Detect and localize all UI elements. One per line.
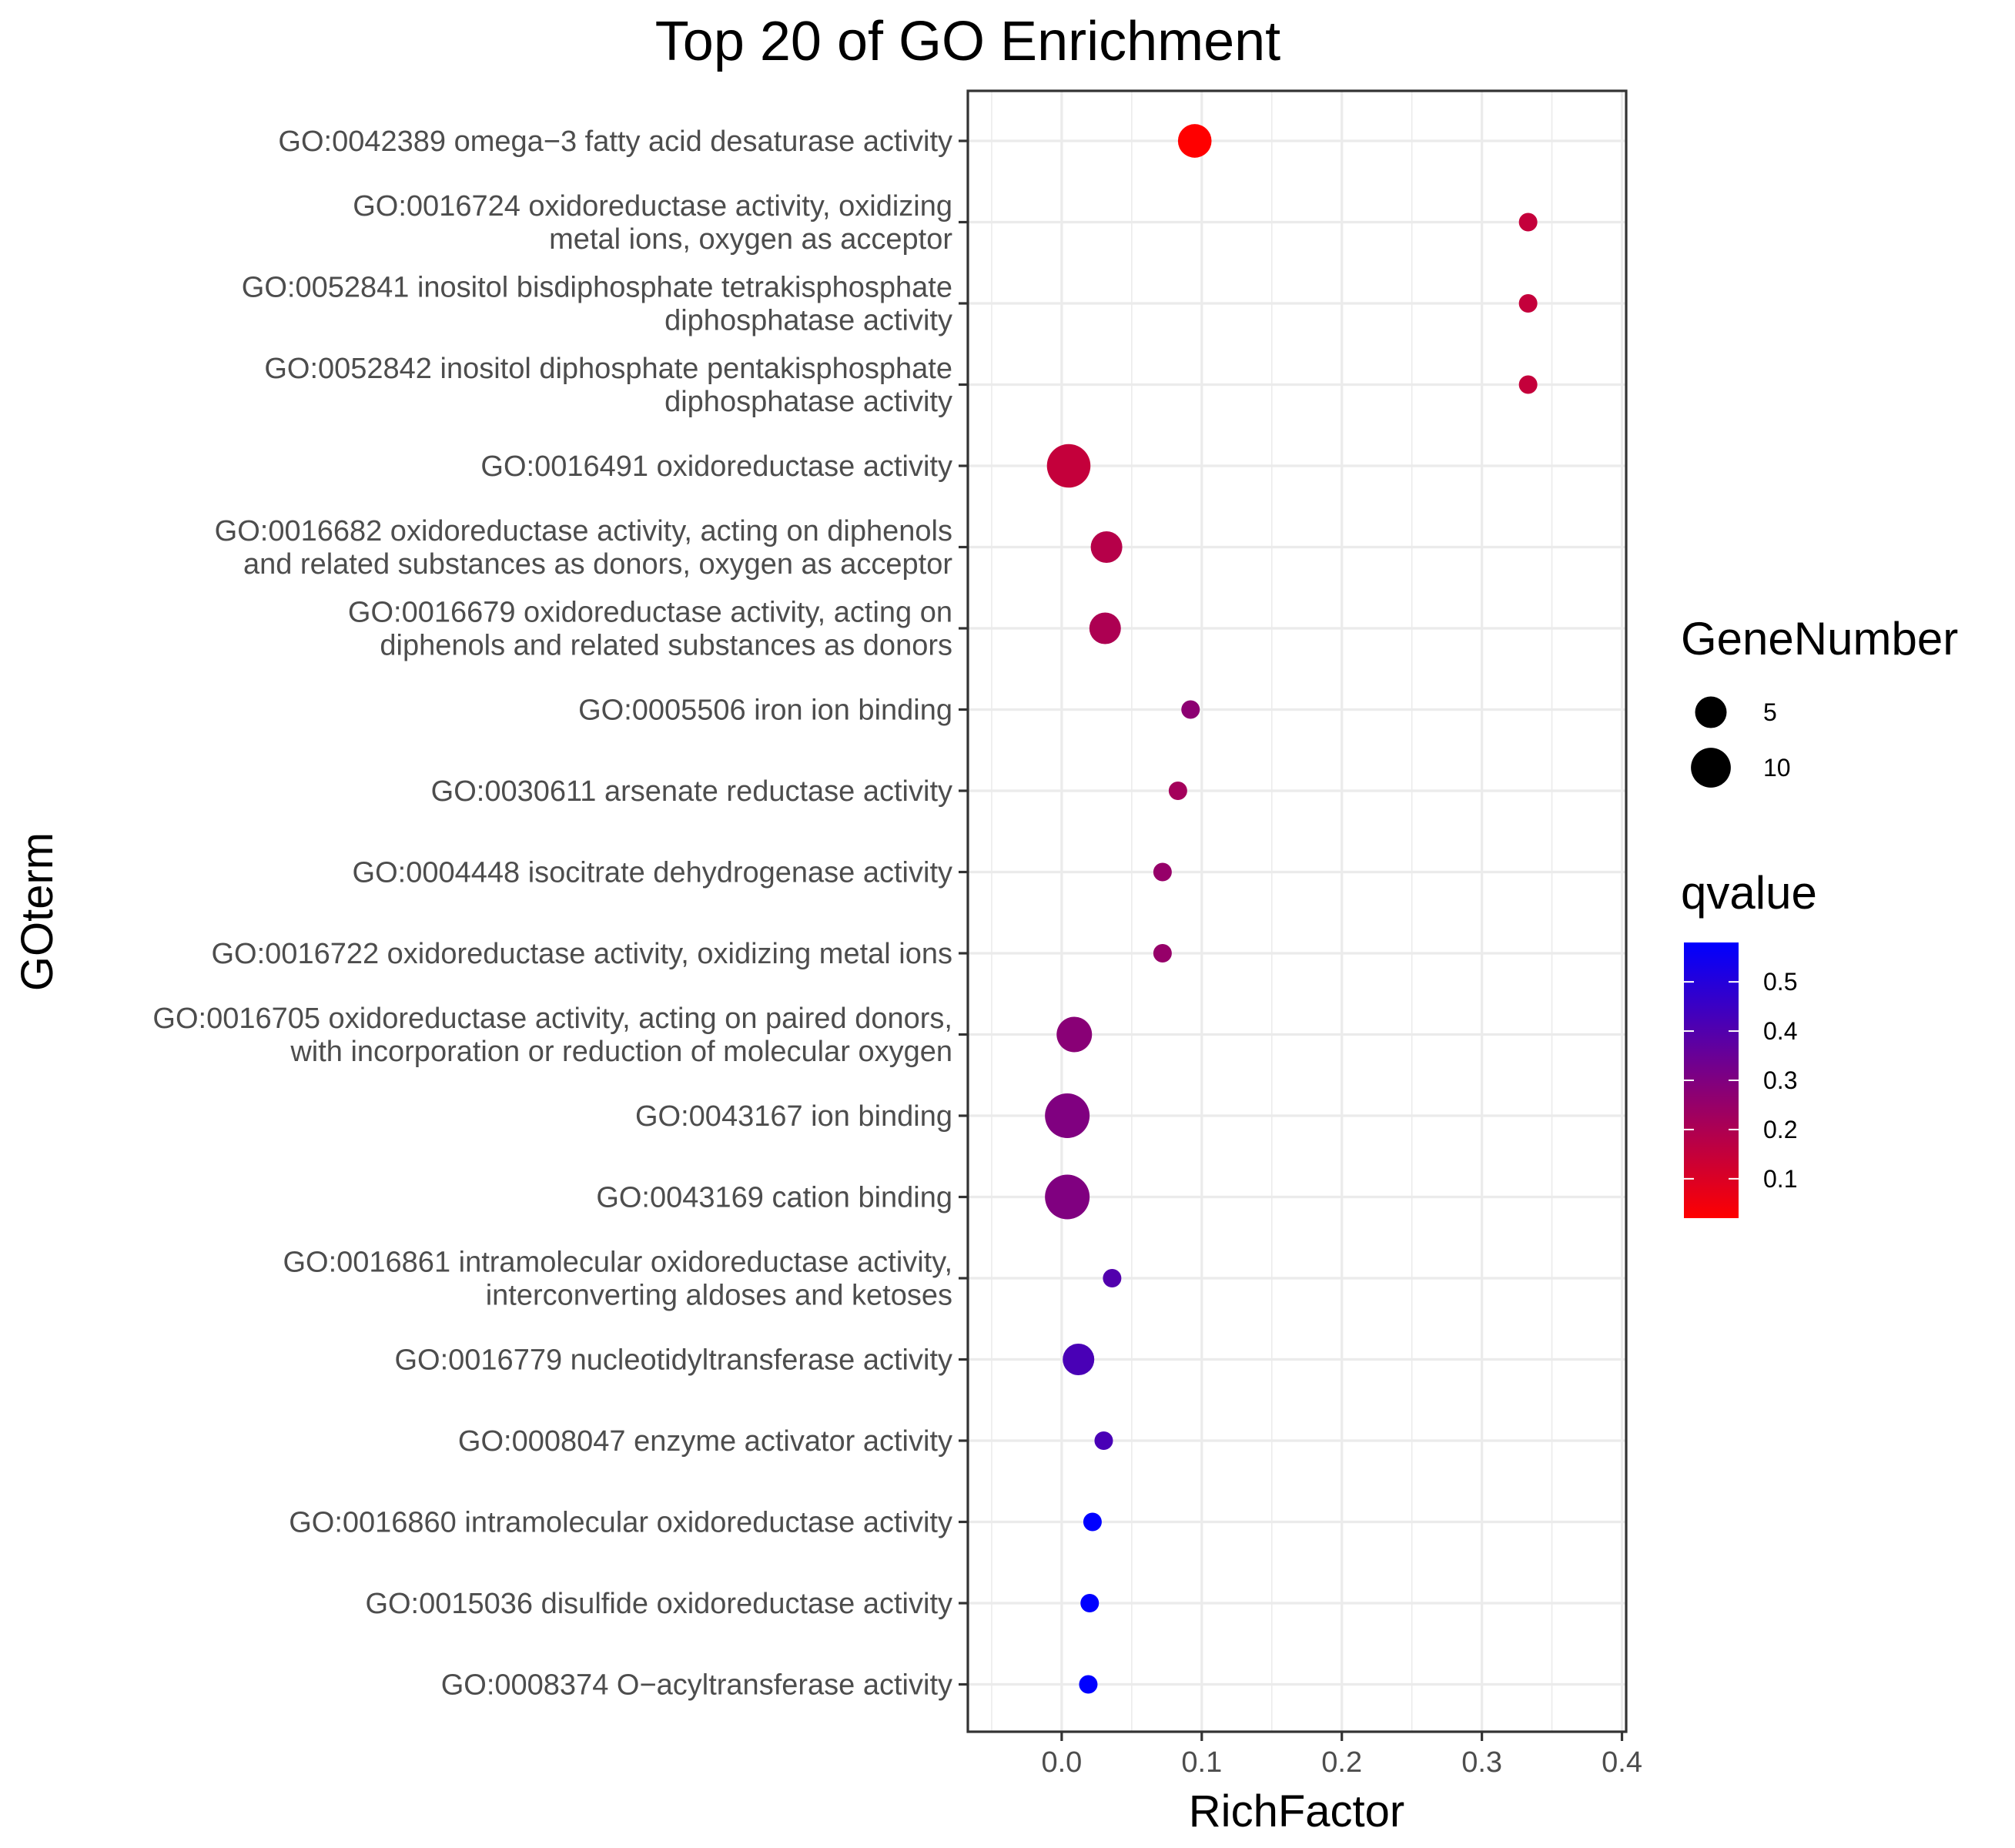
x-axis-tick-labels: 0.0 0.1 0.2 0.3 0.4 <box>1041 1732 1642 1779</box>
x-tick-label: 0.4 <box>1602 1746 1642 1779</box>
y-tick-label: GO:0004448 isocitrate dehydrogenase acti… <box>353 857 952 889</box>
size-legend-key <box>1691 748 1731 788</box>
x-tick-label: 0.3 <box>1461 1746 1502 1779</box>
data-point <box>1168 782 1187 800</box>
data-point <box>1153 944 1172 962</box>
y-tick-label: GO:0016679 oxidoreductase activity, acti… <box>348 597 952 662</box>
y-axis-tick-labels: GO:0042389 omega−3 fatty acid desaturase… <box>152 126 968 1702</box>
color-legend-label: 0.4 <box>1763 1017 1797 1045</box>
y-tick-label: GO:0016724 oxidoreductase activity, oxid… <box>353 190 952 256</box>
y-tick-label: GO:0042389 omega−3 fatty acid desaturase… <box>278 126 952 158</box>
data-point <box>1153 862 1172 882</box>
size-legend-label: 5 <box>1763 698 1777 726</box>
grid-lines <box>968 91 1626 1732</box>
y-tick-label: GO:0016860 intramolecular oxidoreductase… <box>289 1507 952 1539</box>
y-tick-label: GO:0043167 ion binding <box>635 1100 952 1133</box>
y-tick-label: GO:0052841 inositol bisdiphosphate tetra… <box>242 272 952 337</box>
data-point <box>1090 531 1123 563</box>
data-point <box>1056 1016 1093 1053</box>
color-legend-label: 0.2 <box>1763 1116 1797 1143</box>
y-tick-label: GO:0030611 arsenate reductase activity <box>431 775 952 808</box>
x-tick-label: 0.0 <box>1041 1746 1082 1779</box>
y-axis-title: GOterm <box>12 832 62 991</box>
plot-panel-border <box>966 89 1628 1733</box>
y-tick-label: GO:0015036 disulfide oxidoreductase acti… <box>365 1588 952 1620</box>
size-legend-title: GeneNumber <box>1681 613 1958 665</box>
data-point <box>1083 1512 1102 1532</box>
y-tick-label: GO:0016682 oxidoreductase activity, acti… <box>215 515 953 581</box>
y-tick-label: GO:0008047 enzyme activator activity <box>458 1425 952 1458</box>
data-point <box>1103 1269 1122 1287</box>
chart-title: Top 20 of GO Enrichment <box>655 11 1280 72</box>
data-point <box>1094 1431 1113 1450</box>
color-legend: qvalue 0.5 0.4 0.3 0.2 0.1 <box>1681 867 1817 1218</box>
data-point <box>1045 1174 1090 1220</box>
data-point <box>1181 700 1200 719</box>
y-tick-label: GO:0052842 inositol diphosphate pentakis… <box>264 353 952 418</box>
data-point <box>1518 375 1538 394</box>
color-legend-title: qvalue <box>1681 867 1817 919</box>
y-tick-label: GO:0016491 oxidoreductase activity <box>480 450 952 483</box>
y-tick-label: GO:0008374 O−acyltransferase activity <box>441 1669 952 1702</box>
size-legend-key <box>1695 696 1727 728</box>
data-point <box>1063 1344 1095 1375</box>
color-legend-label: 0.5 <box>1763 968 1797 996</box>
data-point <box>1045 1093 1090 1138</box>
y-tick-label: GO:0016779 nucleotidyltransferase activi… <box>394 1344 952 1377</box>
data-point <box>1089 612 1121 644</box>
size-legend: GeneNumber 5 10 <box>1681 613 1958 788</box>
y-tick-label: GO:0043169 cation binding <box>596 1182 952 1214</box>
color-legend-label: 0.3 <box>1763 1066 1797 1094</box>
data-points <box>1045 124 1538 1694</box>
x-tick-label: 0.1 <box>1181 1746 1222 1779</box>
size-legend-label: 10 <box>1763 754 1791 782</box>
data-point <box>1079 1675 1098 1694</box>
data-point <box>1518 294 1538 313</box>
y-tick-label: GO:0005506 iron ion binding <box>578 695 952 727</box>
y-tick-label: GO:0016861 intramolecular oxidoreductase… <box>283 1247 952 1312</box>
x-axis-title: RichFactor <box>1189 1786 1404 1836</box>
data-point <box>1046 444 1091 488</box>
data-point <box>1177 124 1212 158</box>
data-point <box>1518 213 1538 232</box>
plot-panel <box>968 91 1626 1732</box>
data-point <box>1080 1594 1100 1612</box>
y-tick-label: GO:0016722 oxidoreductase activity, oxid… <box>212 938 953 970</box>
y-tick-label: GO:0016705 oxidoreductase activity, acti… <box>152 1003 952 1068</box>
color-legend-label: 0.1 <box>1763 1165 1797 1193</box>
x-tick-label: 0.2 <box>1321 1746 1362 1779</box>
